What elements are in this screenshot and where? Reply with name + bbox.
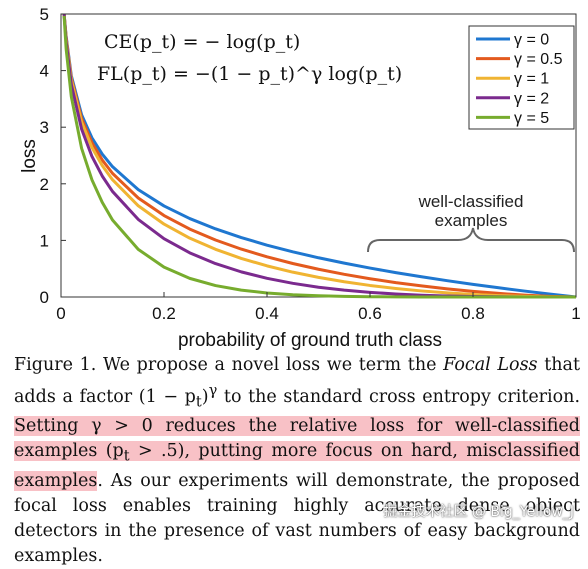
legend-item: γ = 0 <box>476 32 549 49</box>
legend-item: γ = 1 <box>476 71 549 88</box>
annotation-brace <box>367 227 575 253</box>
formula-ce: CE(p_t) = − log(p_t) <box>104 31 300 53</box>
y-axis-ticks: 0 1 2 3 4 5 <box>40 5 66 307</box>
x-tick-label: 0 <box>56 304 65 323</box>
legend-label: γ = 0 <box>514 32 549 49</box>
y-tick-label: 1 <box>40 231 49 250</box>
annotation-line-2: examples <box>435 211 508 230</box>
y-tick-label: 0 <box>40 288 49 307</box>
y-tick-label: 5 <box>40 5 49 24</box>
legend: γ = 0 γ = 0.5 γ = 1 γ = 2 γ = 5 <box>468 25 575 130</box>
x-tick-label: 1 <box>571 304 580 323</box>
series-line-gamma-0 <box>62 13 577 299</box>
formula-fl: FL(p_t) = −(1 − p_t)^γ log(p_t) <box>97 63 402 85</box>
y-tick-label: 4 <box>40 62 49 81</box>
legend-label: γ = 1 <box>514 71 549 88</box>
x-axis-ticks: 0 0.2 0.4 0.6 0.8 1 <box>56 292 581 323</box>
well-classified-annotation: well-classified examples <box>367 192 575 253</box>
watermark: 掘金技术社区 @ Big_Yellow_J <box>383 504 574 520</box>
focal-loss-chart: 0 0.2 0.4 0.6 0.8 1 0 1 2 3 4 5 probability of gro… <box>19 5 581 350</box>
annotation-line-1: well-classified <box>418 192 524 211</box>
series-line-gamma-0_5 <box>62 13 577 299</box>
y-tick-label: 2 <box>40 175 49 194</box>
y-axis-title: loss <box>19 139 40 173</box>
legend-label: γ = 5 <box>514 110 549 127</box>
x-tick-label: 0.8 <box>461 304 485 323</box>
x-tick-label: 0.6 <box>358 304 382 323</box>
svg-text:CE(p_t) = − log(p_t): CE(p_t) = − log(p_t) <box>104 31 300 53</box>
legend-label: γ = 0.5 <box>514 51 563 68</box>
legend-item: γ = 5 <box>476 110 549 127</box>
svg-text:FL(p_t) = −(1 − p_t)^γ log(p_t: FL(p_t) = −(1 − p_t)^γ log(p_t) <box>97 63 402 85</box>
x-tick-label: 0.4 <box>255 304 279 323</box>
y-tick-label: 3 <box>40 118 49 137</box>
legend-label: γ = 2 <box>514 90 549 107</box>
legend-item: γ = 0.5 <box>476 51 563 68</box>
legend-items: γ = 0 γ = 0.5 γ = 1 γ = 2 γ = 5 <box>476 32 563 127</box>
x-axis-title: probability of ground truth class <box>178 330 442 350</box>
x-tick-label: 0.2 <box>152 304 176 323</box>
legend-item: γ = 2 <box>476 90 549 107</box>
figure-caption: Figure 1. We propose a novel loss we ter… <box>14 355 581 566</box>
plot-area: 0 0.2 0.4 0.6 0.8 1 0 1 2 3 4 5 <box>40 5 581 323</box>
